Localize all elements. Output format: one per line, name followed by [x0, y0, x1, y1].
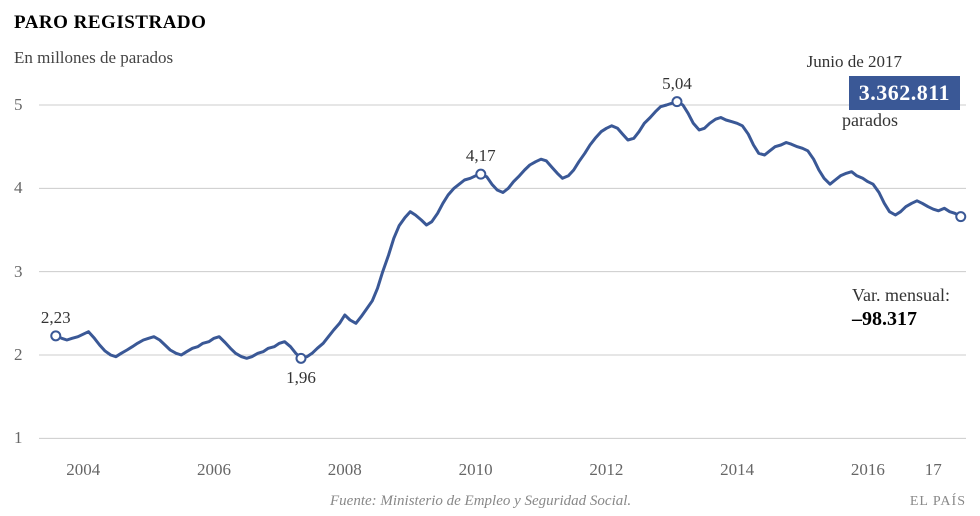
- x-axis-label: 2014: [720, 460, 754, 480]
- data-point-label: 5,04: [662, 74, 692, 94]
- y-axis-label: 1: [14, 428, 23, 448]
- data-point-label: 1,96: [286, 368, 316, 388]
- chart-svg: [14, 80, 966, 480]
- y-axis-label: 4: [14, 178, 23, 198]
- chart-subtitle: En millones de parados: [14, 48, 173, 68]
- source-text: Fuente: Ministerio de Empleo y Seguridad…: [330, 493, 631, 510]
- data-point-label: 4,17: [466, 146, 496, 166]
- data-point-label: 2,23: [41, 308, 71, 328]
- chart-area: 1 2 3 4 5 2004 2006 2008 2010 2012 2014 2016 17 2,23 1…: [14, 80, 966, 480]
- x-axis-label: 2006: [197, 460, 231, 480]
- callout-date: Junio de 2017: [807, 52, 902, 72]
- x-axis-label: 2012: [589, 460, 623, 480]
- y-axis-label: 2: [14, 345, 23, 365]
- y-axis-label: 3: [14, 262, 23, 282]
- x-axis-label: 2016: [851, 460, 885, 480]
- x-axis-label: 2010: [459, 460, 493, 480]
- callout-unit: parados: [842, 110, 898, 131]
- x-axis-label: 2004: [66, 460, 100, 480]
- x-axis-label: 2008: [328, 460, 362, 480]
- x-axis-label: 17: [925, 460, 942, 480]
- y-axis-label: 5: [14, 95, 23, 115]
- var-mensual-value: –98.317: [852, 308, 917, 331]
- brand-text: EL PAÍS: [910, 494, 966, 510]
- chart-title: PARO REGISTRADO: [14, 12, 206, 34]
- callout-value-box: 3.362.811: [849, 76, 960, 110]
- var-mensual-label: Var. mensual:: [852, 285, 950, 306]
